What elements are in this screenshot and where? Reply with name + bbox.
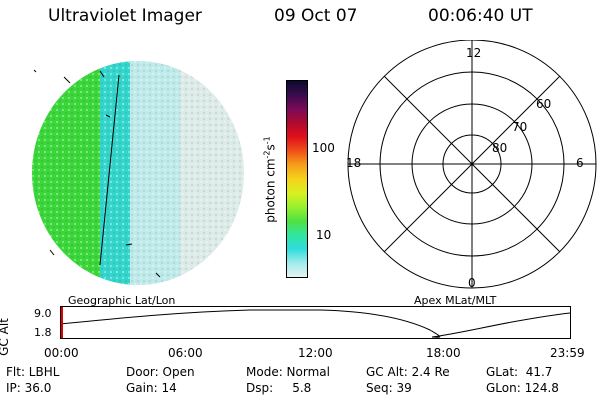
seq-value: Seq: 39 (366, 381, 412, 395)
altitude-timeline (60, 306, 571, 339)
gc-alt-value: GC Alt: 2.4 Re (366, 365, 450, 379)
mlt-label-12: 12 (466, 46, 482, 60)
uv-earth-disk-image (32, 61, 244, 285)
instrument-title: Ultraviolet Imager (48, 6, 202, 26)
lat-label-60: 60 (536, 97, 552, 111)
time-tick-1200: 12:00 (298, 346, 333, 360)
current-time-marker (61, 307, 63, 338)
time-tick-1800: 18:00 (426, 346, 461, 360)
terminator-line (99, 74, 120, 266)
gc-alt-max-label: 9.0 (34, 307, 52, 320)
time-tick-0600: 06:00 (168, 346, 203, 360)
colorbar-label-unit2: s (263, 144, 278, 151)
dsp-value: Dsp: 5.8 (246, 381, 312, 395)
gc-alt-min-label: 1.8 (34, 326, 52, 339)
glon-value: GLon: 124.8 (486, 381, 559, 395)
colorbar-tick-10: 10 (316, 228, 332, 242)
geographic-caption: Geographic Lat/Lon (68, 294, 176, 307)
time-tick-0000: 00:00 (44, 346, 79, 360)
time-tick-2359: 23:59 (550, 346, 585, 360)
polar-plot (347, 40, 597, 289)
time-label: 00:06:40 UT (428, 6, 533, 26)
ip-value: IP: 36.0 (6, 381, 52, 395)
mlt-label-18: 18 (346, 156, 362, 170)
mode-status: Mode: Normal (246, 365, 330, 379)
colorbar-label-unit: photon cm (263, 158, 278, 223)
mlt-label-0: 0 (468, 276, 476, 290)
altitude-curve (60, 309, 571, 338)
door-status: Door: Open (126, 365, 195, 379)
colorbar (286, 80, 308, 278)
colorbar-label-exp2: -1 (262, 136, 272, 145)
apex-caption: Apex MLat/MLT (414, 294, 497, 307)
lat-label-70: 70 (512, 120, 528, 134)
date-label: 09 Oct 07 (274, 6, 358, 26)
mlt-label-6: 6 (576, 156, 584, 170)
filter-value: Flt: LBHL (6, 365, 60, 379)
colorbar-label-exp1: -2 (262, 150, 272, 159)
gc-alt-axis-title-text: GC Alt (0, 318, 11, 356)
gain-value: Gain: 14 (126, 381, 177, 395)
glat-value: GLat: 41.7 (486, 365, 553, 379)
lat-label-80: 80 (492, 141, 508, 155)
colorbar-tick-100: 100 (312, 141, 335, 155)
